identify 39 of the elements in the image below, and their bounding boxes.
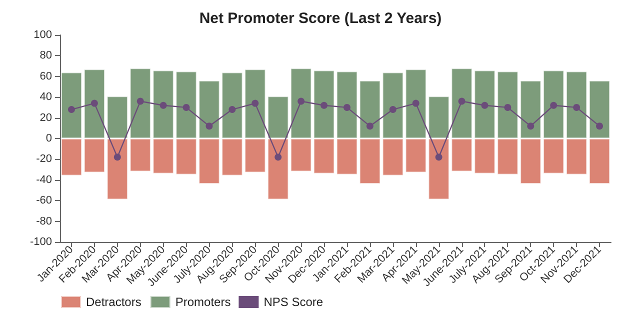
point xyxy=(366,122,374,130)
y-tick-label: -40 xyxy=(36,174,52,186)
legend-label: Detractors xyxy=(86,295,142,309)
y-tick-label: 20 xyxy=(40,112,52,124)
y-tick-label: 60 xyxy=(40,70,52,82)
point xyxy=(550,102,558,109)
point xyxy=(596,122,604,130)
point xyxy=(573,104,580,111)
y-tick-label: -100 xyxy=(30,236,52,248)
point xyxy=(412,100,420,107)
point xyxy=(136,98,144,105)
point xyxy=(527,122,534,130)
point xyxy=(206,122,213,130)
point xyxy=(68,106,75,114)
point xyxy=(343,104,350,111)
point xyxy=(228,106,236,114)
chart-title: Net Promoter Score (Last 2 Years) xyxy=(199,10,442,27)
point xyxy=(504,104,512,111)
point xyxy=(90,100,98,107)
point xyxy=(389,106,396,114)
y-tick-label: 100 xyxy=(34,29,52,41)
point xyxy=(182,104,190,111)
y-tick-label: 80 xyxy=(40,50,52,62)
legend-label: NPS Score xyxy=(264,295,324,309)
point xyxy=(160,102,167,109)
point xyxy=(435,154,442,161)
point xyxy=(481,102,488,109)
legend-label: Promoters xyxy=(175,295,231,309)
y-tick-label: 40 xyxy=(40,91,52,104)
y-tick-label: 0 xyxy=(46,132,52,144)
point xyxy=(320,102,328,109)
point xyxy=(298,98,305,105)
point xyxy=(114,154,121,161)
y-tick-label: -20 xyxy=(36,153,52,166)
y-tick-label: -60 xyxy=(36,194,52,207)
point xyxy=(252,100,259,107)
y-tick-label: -80 xyxy=(36,215,52,228)
point xyxy=(458,98,466,105)
point xyxy=(274,154,282,161)
